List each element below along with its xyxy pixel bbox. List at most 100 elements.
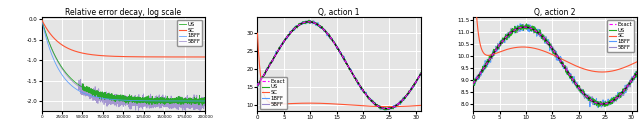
Line: Exact: Exact <box>257 22 421 109</box>
1BFF <box>198 100 205 102</box>
Exact <box>358 88 365 90</box>
Line: SC: SC <box>42 19 205 57</box>
Exact <box>253 85 261 86</box>
Exact <box>349 73 356 75</box>
US <box>358 87 365 88</box>
US <box>569 78 577 80</box>
5BFF <box>470 84 477 85</box>
Line: 1BFF: 1BFF <box>42 19 205 101</box>
US <box>180 100 188 102</box>
5BFF <box>611 100 618 101</box>
Line: 1BFF: 1BFF <box>474 24 637 107</box>
Exact <box>378 107 385 109</box>
US <box>201 100 209 102</box>
Exact <box>569 79 577 80</box>
5BFF <box>353 81 361 83</box>
SC <box>385 106 392 107</box>
5BFF <box>596 106 604 107</box>
1BFF <box>574 88 582 89</box>
Legend: Exact, US, SC, 1BFF, 5BFF: Exact, US, SC, 1BFF, 5BFF <box>260 77 287 109</box>
US <box>395 103 403 104</box>
US <box>108 96 115 98</box>
1BFF <box>564 70 572 72</box>
US <box>417 72 425 73</box>
Exact <box>598 103 606 105</box>
US <box>594 101 602 103</box>
5BFF <box>264 69 271 70</box>
US <box>100 96 108 98</box>
SC <box>479 52 487 53</box>
5BFF <box>395 103 403 105</box>
Title: Relative error decay, log scale: Relative error decay, log scale <box>65 8 181 17</box>
Exact <box>383 108 390 109</box>
1BFF <box>349 74 356 75</box>
1BFF <box>253 86 261 87</box>
Title: Q, action 2: Q, action 2 <box>534 8 576 17</box>
1BFF <box>66 83 74 85</box>
SC <box>569 64 577 65</box>
1BFF <box>180 100 188 102</box>
1BFF <box>594 100 602 102</box>
5BFF <box>198 100 206 102</box>
5BFF <box>358 88 365 90</box>
SC <box>353 105 360 106</box>
1BFF <box>264 69 271 70</box>
SC <box>593 71 601 73</box>
Exact <box>594 102 602 104</box>
SC <box>573 66 581 67</box>
US <box>633 73 640 74</box>
Line: 1BFF: 1BFF <box>257 20 421 110</box>
1BFF <box>479 71 487 73</box>
SC <box>598 71 606 73</box>
Exact <box>520 26 528 28</box>
SC <box>395 106 403 107</box>
US <box>574 87 582 88</box>
SC <box>349 104 356 106</box>
Title: Q, action 1: Q, action 1 <box>319 8 360 17</box>
5BFF <box>594 103 602 104</box>
1BFF <box>516 23 524 25</box>
Line: US: US <box>257 20 421 110</box>
1BFF <box>417 72 425 74</box>
US <box>378 107 385 109</box>
5BFF <box>518 24 526 26</box>
SC <box>108 55 115 57</box>
1BFF <box>470 80 477 81</box>
SC <box>378 106 385 107</box>
5BFF <box>574 87 582 88</box>
SC <box>253 32 261 34</box>
SC <box>180 56 188 58</box>
Legend: US, SC, 1BFF, 5BFF: US, SC, 1BFF, 5BFF <box>177 20 202 46</box>
US <box>305 19 313 21</box>
SC <box>198 56 205 58</box>
US <box>381 109 388 111</box>
1BFF <box>108 98 115 100</box>
US <box>470 82 477 84</box>
Exact <box>417 73 425 74</box>
1BFF <box>381 109 389 111</box>
SC <box>100 55 108 57</box>
Line: 5BFF: 5BFF <box>257 21 421 110</box>
US <box>523 23 531 25</box>
5BFF <box>383 109 390 111</box>
US <box>353 80 361 82</box>
Exact <box>395 103 403 105</box>
5BFF <box>564 73 572 75</box>
SC <box>201 56 209 58</box>
5BFF <box>201 105 209 107</box>
1BFF <box>56 71 64 73</box>
SC <box>417 105 425 106</box>
Exact <box>470 83 477 84</box>
US <box>479 68 487 69</box>
5BFF <box>196 110 204 111</box>
Exact <box>353 80 361 82</box>
1BFF <box>38 19 45 20</box>
Line: SC: SC <box>257 33 421 107</box>
1BFF <box>100 98 108 99</box>
Line: 5BFF: 5BFF <box>42 19 205 111</box>
Line: US: US <box>42 19 205 105</box>
5BFF <box>100 97 108 99</box>
1BFF <box>378 106 385 108</box>
Line: US: US <box>474 24 637 107</box>
SC <box>264 100 271 102</box>
